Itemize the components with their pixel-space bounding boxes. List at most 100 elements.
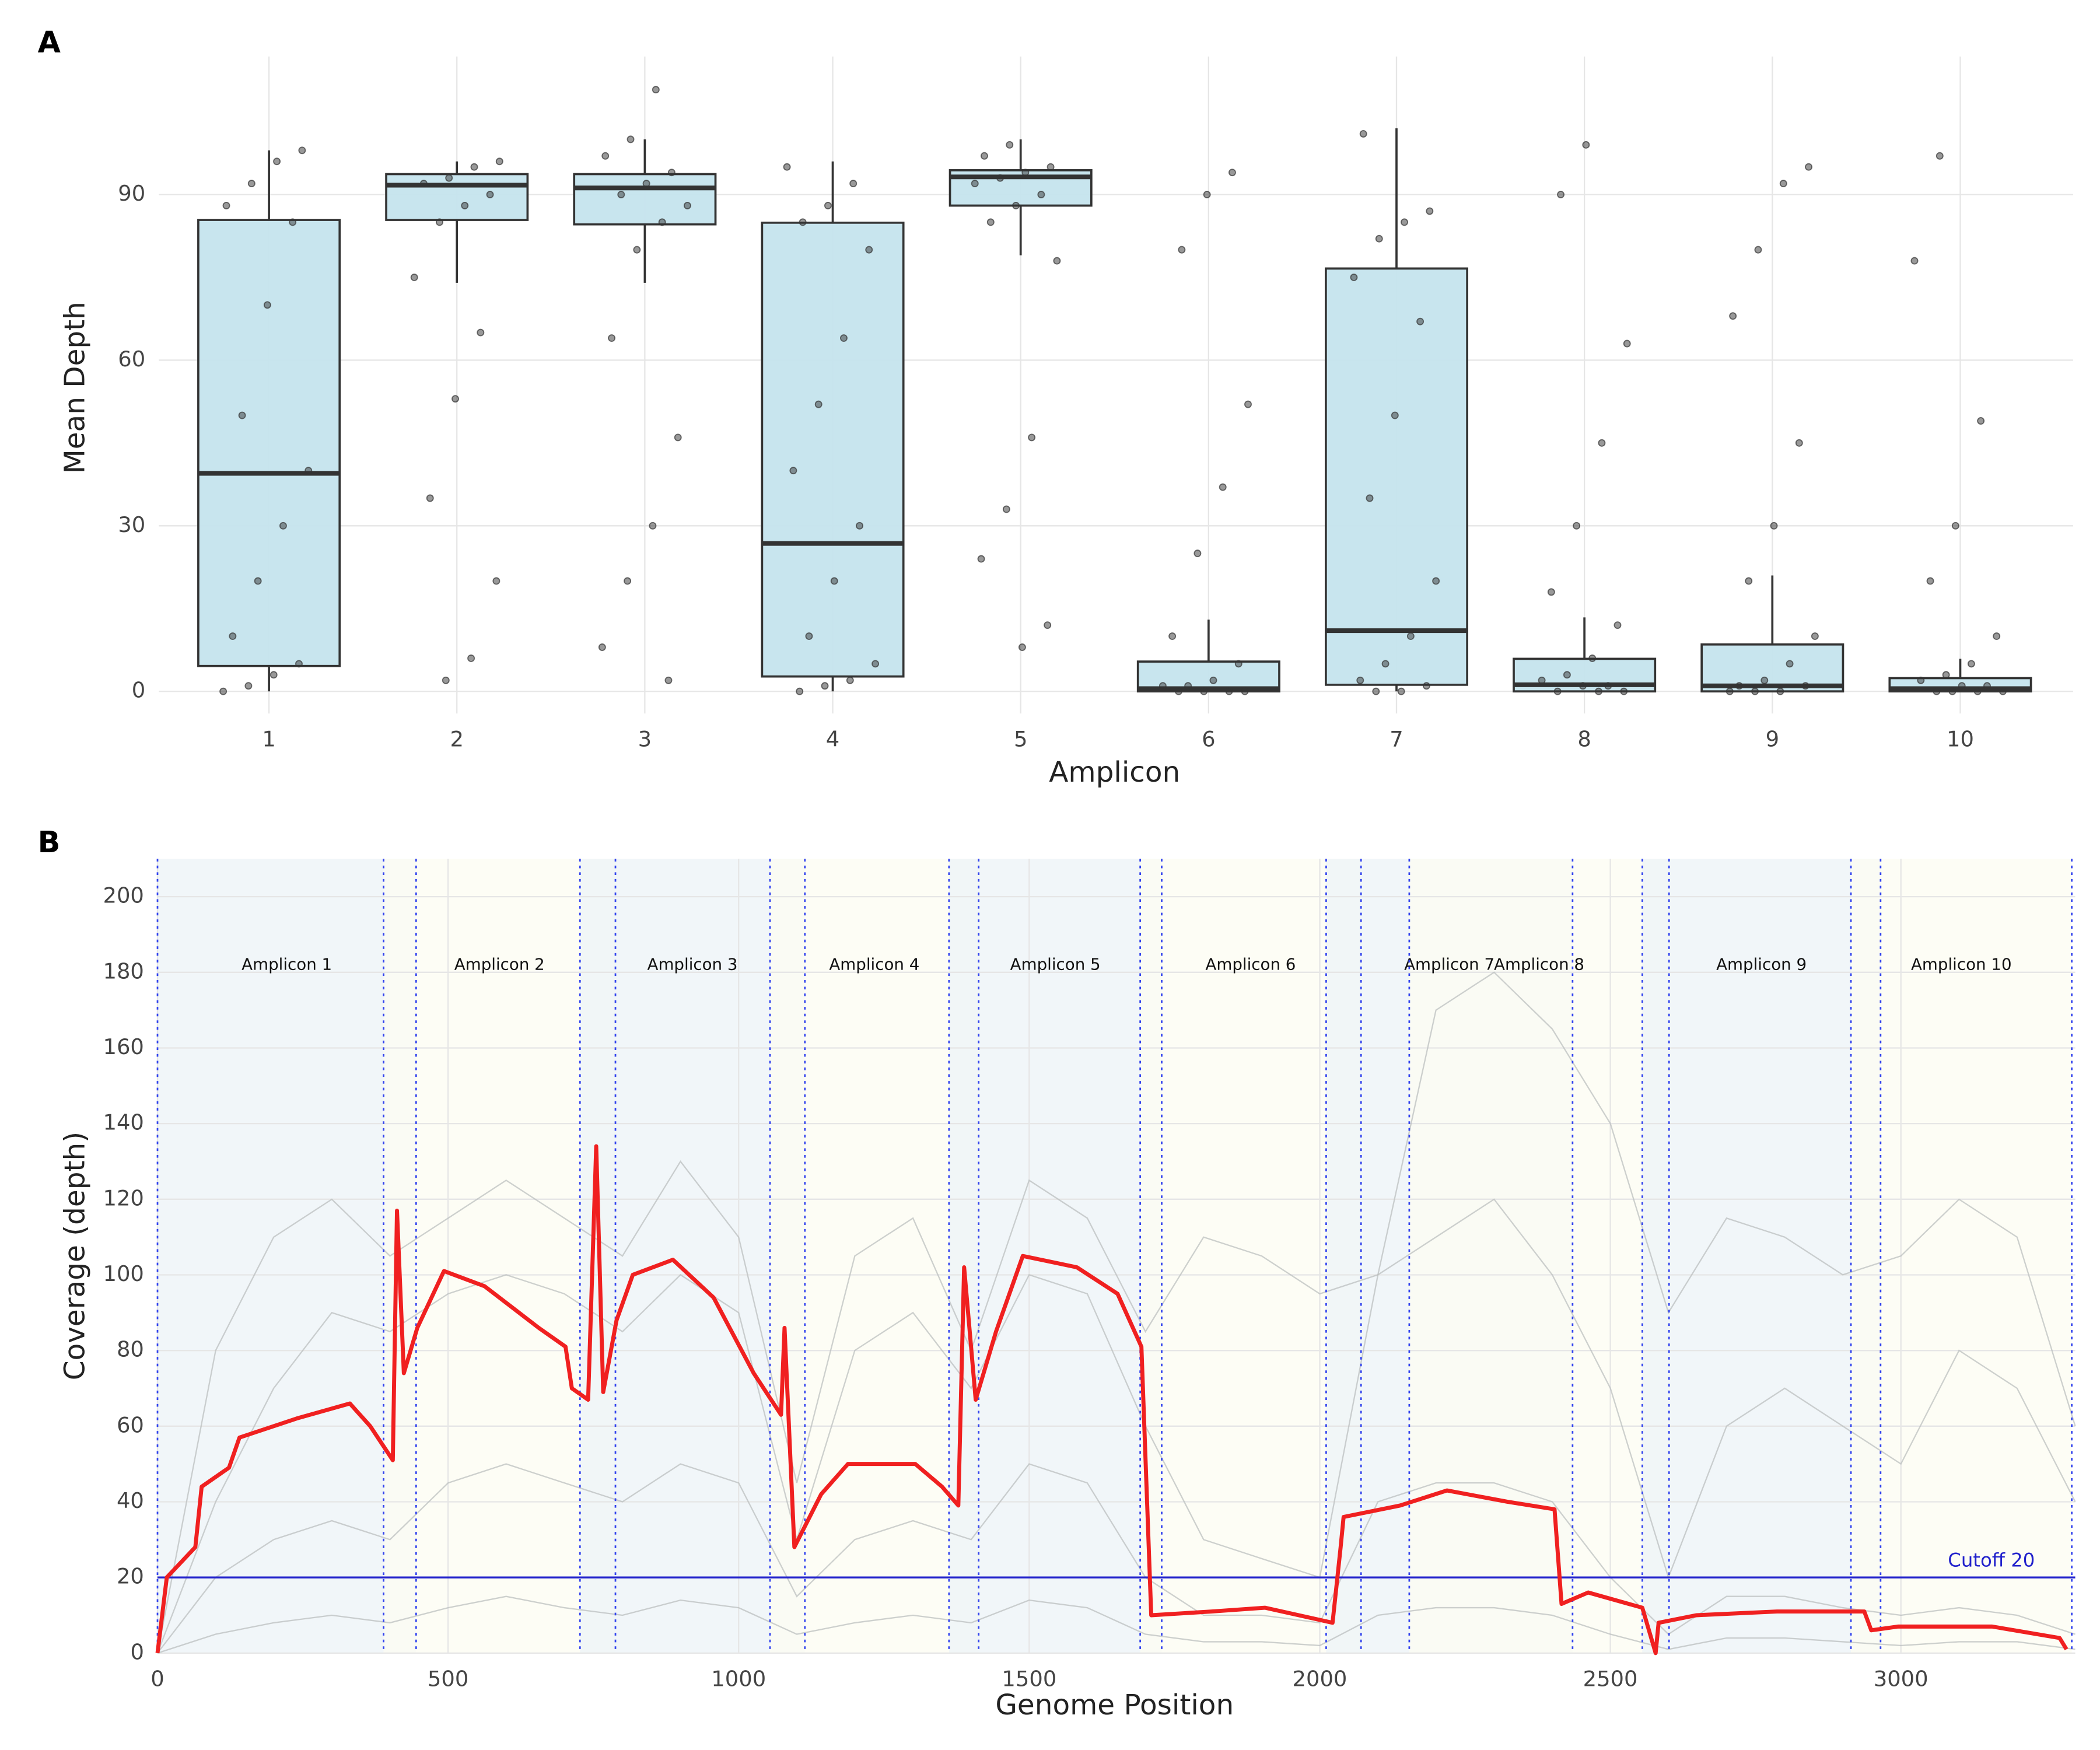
y-tick-label: 120 (103, 1185, 144, 1210)
point (849, 180, 858, 188)
point (1422, 682, 1430, 690)
point (981, 152, 988, 160)
point (683, 201, 691, 209)
y-tick-label: 90 (118, 181, 145, 206)
x-tick-label: 1500 (1002, 1667, 1056, 1692)
cutoff-label: Cutoff 20 (1948, 1549, 2035, 1571)
point (971, 180, 979, 188)
point (598, 643, 606, 651)
amplicon-region (580, 859, 805, 1653)
point (1623, 340, 1631, 348)
point (789, 467, 797, 475)
point (840, 334, 848, 342)
point (1234, 660, 1242, 668)
point (1795, 439, 1803, 447)
x-tick-label: 4 (826, 727, 839, 752)
point (263, 301, 271, 309)
point (1018, 643, 1026, 651)
point (1604, 682, 1612, 690)
point (1557, 191, 1565, 198)
point (1933, 687, 1941, 695)
y-tick-label: 200 (103, 883, 144, 908)
point (470, 163, 478, 171)
sample-line (157, 1595, 2076, 1654)
amplicon-region (1642, 859, 1881, 1653)
point (1375, 235, 1383, 243)
point (1910, 257, 1919, 265)
point (452, 395, 459, 403)
point (805, 632, 813, 640)
point (986, 218, 995, 226)
point (1044, 621, 1052, 629)
point (996, 174, 1004, 182)
point (1209, 676, 1217, 684)
point (1219, 483, 1227, 491)
point (1178, 246, 1186, 254)
point (1174, 687, 1182, 695)
point (1203, 191, 1211, 198)
point (1735, 682, 1743, 690)
point (477, 328, 485, 337)
point (1397, 687, 1405, 695)
point (624, 577, 632, 585)
x-tick-label: 6 (1202, 727, 1215, 752)
point (1726, 687, 1734, 695)
point (977, 555, 985, 563)
point (1002, 505, 1010, 513)
point (1241, 687, 1249, 695)
point (222, 201, 230, 209)
point (1588, 654, 1597, 662)
sample-line (156, 971, 2076, 1654)
point (872, 660, 880, 668)
y-tick-label: 180 (103, 958, 144, 984)
point (486, 191, 494, 198)
point (1917, 676, 1925, 684)
point (1936, 152, 1944, 160)
box (761, 221, 905, 678)
point (1037, 191, 1045, 198)
point (649, 522, 657, 530)
point (821, 682, 829, 690)
point (601, 152, 610, 160)
point (846, 676, 854, 684)
point (254, 577, 262, 585)
point (442, 676, 450, 684)
point (1401, 218, 1408, 226)
amplicon-label: Amplicon 7 (1404, 955, 1494, 974)
amplicon-label: Amplicon 2 (454, 955, 545, 974)
point (445, 174, 453, 182)
point (799, 218, 807, 226)
point (289, 218, 297, 226)
point (608, 334, 616, 342)
point (1811, 632, 1819, 640)
x-tick-label: 2000 (1292, 1667, 1347, 1692)
point (1012, 201, 1020, 209)
amplicon-region (949, 859, 1162, 1653)
point (856, 522, 863, 530)
point (1028, 433, 1036, 442)
point (1184, 682, 1192, 690)
point (1745, 577, 1753, 585)
point (1967, 660, 1975, 668)
panel-label: A (38, 25, 61, 60)
amplicon-region (158, 859, 416, 1653)
y-tick-label: 30 (118, 512, 145, 537)
point (1553, 687, 1562, 695)
point (298, 146, 306, 155)
point (1801, 682, 1810, 690)
point (1538, 676, 1546, 684)
point (617, 191, 625, 198)
point (273, 158, 281, 166)
point (270, 671, 278, 679)
point (1053, 257, 1061, 265)
point (626, 135, 635, 144)
x-tick-label: 0 (150, 1667, 164, 1692)
amplicon-region (383, 859, 616, 1653)
point (1391, 411, 1399, 419)
y-axis-title: Coverage (depth) (59, 1132, 92, 1380)
point (1595, 687, 1602, 695)
x-tick-label: 7 (1390, 727, 1403, 752)
point (1168, 632, 1177, 640)
point (830, 577, 838, 585)
